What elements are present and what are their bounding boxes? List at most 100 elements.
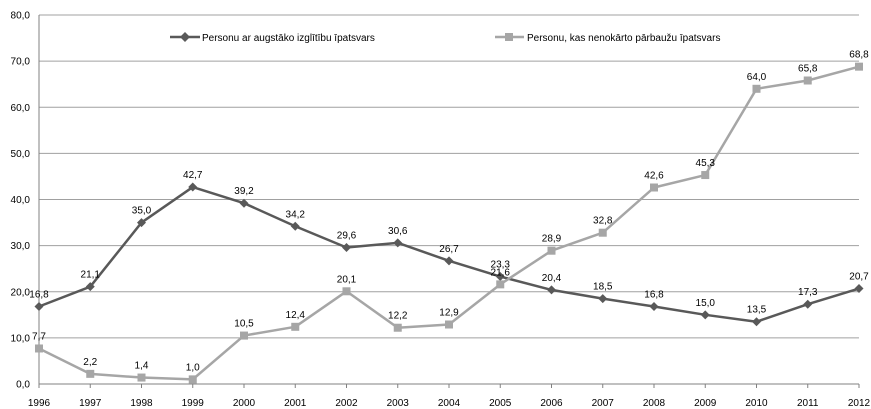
data-point	[803, 299, 813, 309]
data-point	[547, 246, 556, 255]
y-tick-label: 0,0	[16, 380, 30, 391]
data-point	[240, 331, 248, 340]
data-point	[803, 76, 812, 85]
data-label: 15,0	[696, 298, 716, 309]
x-tick-label: 2011	[797, 398, 819, 409]
data-label: 20,7	[849, 272, 869, 283]
data-point	[85, 282, 95, 292]
data-label: 7,7	[32, 331, 46, 342]
data-label: 10,5	[234, 319, 254, 330]
data-label: 34,2	[286, 209, 306, 220]
data-label: 35,0	[132, 206, 152, 217]
legend: Personu ar augstāko izglītību īpatsvars …	[170, 32, 720, 44]
data-label: 21,6	[491, 267, 511, 278]
x-axis-ticks: 1996 1997 1998 1999 2000 2001 2002 2003 2004 2005…	[28, 384, 871, 409]
data-label: 12,2	[388, 311, 408, 322]
data-point	[649, 302, 659, 312]
legend-label-0: Personu ar augstāko izglītību īpatsvars	[202, 33, 375, 44]
data-point	[188, 182, 198, 192]
data-label: 18,5	[593, 282, 613, 293]
x-tick-label: 2007	[592, 398, 615, 409]
diamond-marker-icon	[180, 32, 190, 42]
data-point	[855, 62, 863, 71]
data-point	[188, 375, 197, 384]
data-point	[393, 323, 402, 332]
x-tick-label: 2009	[694, 398, 717, 409]
data-label: 23,3	[491, 260, 511, 271]
series-line-1	[38, 65, 860, 381]
x-tick-label: 2004	[438, 398, 461, 409]
data-point	[342, 287, 351, 296]
data-label: 68,8	[849, 50, 869, 61]
data-label: 2,2	[83, 357, 97, 368]
series-layer: 16,8 21,1 35,0 42,7 39,2 34,2 29,6 30,6 26,7 23,3…	[29, 50, 869, 384]
y-tick-label: 10,0	[11, 333, 31, 344]
data-label: 1,0	[186, 362, 200, 373]
data-point	[496, 280, 505, 289]
data-point	[854, 284, 864, 294]
x-tick-label: 2001	[284, 398, 307, 409]
data-point	[598, 294, 608, 304]
data-point	[445, 320, 453, 329]
legend-label-1: Personu, kas nenokārto pārbaužu īpatsvar…	[527, 33, 720, 44]
y-tick-label: 40,0	[11, 195, 31, 206]
data-point	[137, 373, 146, 382]
data-point	[34, 302, 44, 312]
data-point	[701, 171, 710, 180]
data-point	[290, 221, 300, 231]
x-tick-label: 2010	[745, 398, 768, 409]
data-point	[137, 218, 146, 228]
y-tick-label: 60,0	[11, 103, 31, 114]
y-tick-label: 80,0	[11, 11, 31, 22]
x-tick-label: 1998	[130, 398, 153, 409]
legend-item-1: Personu, kas nenokārto pārbaužu īpatsvar…	[495, 33, 720, 44]
y-tick-label: 20,0	[11, 287, 31, 298]
data-point	[239, 198, 249, 208]
y-axis-ticks: 0,0 10,0 20,0 30,0 40,0 50,0 60,0 70,0 80,0	[11, 11, 31, 391]
data-point	[700, 310, 710, 320]
gridlines	[38, 14, 859, 385]
data-point	[752, 84, 761, 93]
x-tick-label: 1996	[28, 398, 51, 409]
data-label: 13,5	[747, 305, 767, 316]
data-point	[86, 369, 95, 378]
data-label: 30,6	[388, 226, 408, 237]
data-label: 39,2	[234, 186, 254, 197]
data-point	[752, 317, 761, 327]
y-tick-label: 30,0	[11, 241, 31, 252]
x-tick-label: 2000	[233, 398, 256, 409]
data-point	[393, 238, 403, 248]
data-point	[35, 344, 43, 353]
data-point	[547, 285, 556, 295]
data-label: 20,4	[542, 273, 562, 284]
x-tick-label: 1999	[182, 398, 205, 409]
data-label: 28,9	[542, 234, 562, 245]
data-label: 21,1	[81, 270, 101, 281]
data-point	[495, 272, 505, 282]
data-label: 12,4	[286, 310, 306, 321]
data-label: 64,0	[747, 72, 767, 83]
square-marker-icon	[505, 33, 513, 41]
data-point	[342, 242, 351, 252]
data-label: 16,8	[29, 290, 49, 301]
y-tick-label: 50,0	[11, 149, 31, 160]
data-point	[598, 228, 607, 237]
data-label: 29,6	[337, 230, 357, 241]
data-label: 26,7	[439, 244, 459, 255]
data-label: 16,8	[644, 290, 664, 301]
data-label: 65,8	[798, 63, 818, 74]
data-point	[650, 183, 658, 192]
data-label: 45,3	[696, 158, 716, 169]
x-tick-label: 1997	[79, 398, 102, 409]
legend-item-0: Personu ar augstāko izglītību īpatsvars	[170, 32, 375, 44]
x-tick-label: 2003	[387, 398, 410, 409]
data-label: 20,1	[337, 274, 357, 285]
data-label: 1,4	[135, 361, 149, 372]
y-tick-label: 70,0	[11, 57, 31, 68]
data-label: 12,9	[439, 307, 459, 318]
x-tick-label: 2002	[335, 398, 358, 409]
data-point	[444, 256, 454, 266]
data-label: 32,8	[593, 216, 613, 227]
x-tick-label: 2006	[540, 398, 563, 409]
